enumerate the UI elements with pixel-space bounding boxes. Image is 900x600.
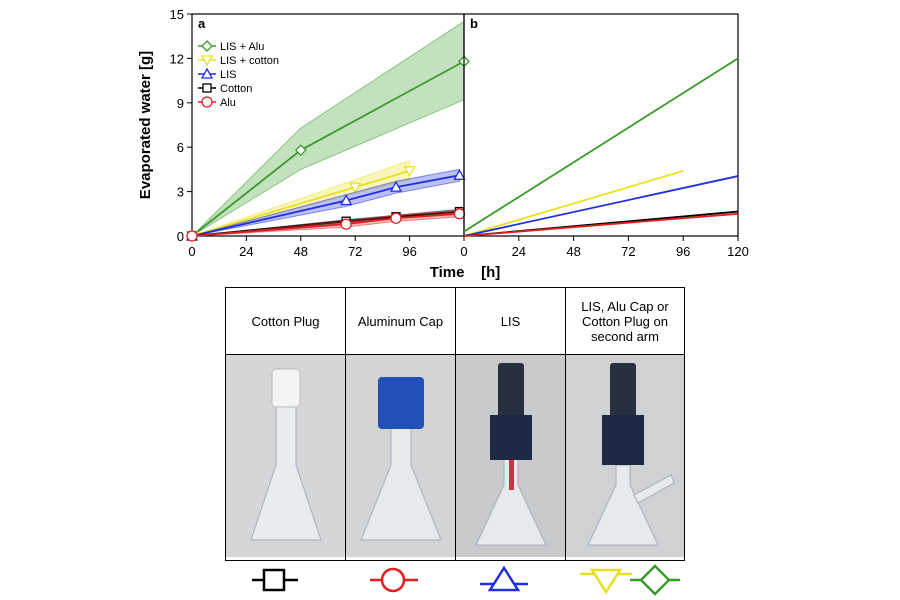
marker	[200, 67, 214, 79]
legend-label: LIS	[220, 69, 237, 81]
y-tick-label: 12	[170, 51, 184, 66]
series-line	[191, 212, 460, 237]
marker	[294, 144, 307, 157]
marker	[349, 182, 362, 194]
x-tick-label: 24	[239, 244, 253, 259]
x-tick-label: 72	[621, 244, 635, 259]
icon-diamond	[639, 564, 671, 596]
series-line	[463, 212, 739, 237]
marker	[201, 40, 213, 52]
header-cell: LIS	[455, 287, 566, 355]
marker	[202, 83, 212, 93]
photo	[226, 355, 345, 557]
x-tick-label: 0	[460, 244, 467, 259]
photo-cell	[225, 354, 346, 561]
x-tick-label: 0	[188, 244, 195, 259]
x-tick-label: 48	[566, 244, 580, 259]
y-tick-label: 3	[177, 185, 184, 200]
icon-triangle-down	[589, 568, 623, 595]
y-tick-label: 15	[170, 7, 184, 22]
photo-cell	[455, 354, 566, 561]
legend-icons	[252, 564, 680, 596]
marker	[186, 230, 198, 242]
photo-cell	[345, 354, 456, 561]
marker	[389, 180, 403, 192]
y-tick-label: 0	[177, 229, 184, 244]
marker	[201, 96, 213, 108]
photo	[456, 355, 565, 557]
series-line	[463, 57, 739, 233]
marker	[340, 218, 352, 230]
marker	[200, 55, 214, 67]
y-tick-label: 6	[177, 140, 184, 155]
series-line	[463, 170, 684, 237]
marker	[340, 194, 353, 206]
legend-label: LIS + Alu	[220, 41, 264, 53]
y-tick-label: 9	[177, 96, 184, 111]
photo	[566, 355, 684, 557]
plot-frame	[463, 13, 739, 237]
series-line	[463, 175, 739, 237]
x-tick-label: 48	[294, 244, 308, 259]
icon-square	[262, 568, 286, 592]
panel-label: b	[470, 16, 478, 31]
photo	[346, 355, 455, 557]
flask-table: Cotton Plug Aluminum Cap LIS LIS, Alu Ca…	[225, 287, 685, 561]
legend-label: Alu	[220, 97, 236, 109]
marker	[403, 166, 416, 178]
header-cell: Cotton Plug	[225, 287, 346, 355]
y-axis-label: Evaporated water [g]	[137, 51, 154, 199]
x-tick-label: 120	[727, 244, 749, 259]
marker	[453, 208, 466, 220]
x-tick-label: 24	[512, 244, 526, 259]
marker	[453, 168, 466, 180]
icon-circle	[380, 567, 406, 593]
legend-label: Cotton	[220, 83, 252, 95]
chart: Evaporated water [g] Time [h] a0 24 48 72 96…	[137, 7, 749, 281]
marker	[390, 212, 402, 224]
panel-label: a	[198, 16, 206, 31]
x-tick-label: 72	[348, 244, 362, 259]
x-tick-label: 96	[402, 244, 416, 259]
x-tick-label: 96	[676, 244, 690, 259]
header-cell: Aluminum Cap	[345, 287, 456, 355]
header-cell: LIS, Alu Cap or Cotton Plug on second ar…	[565, 287, 685, 355]
legend-label: LIS + cotton	[220, 55, 279, 67]
series-line	[191, 174, 460, 237]
icon-triangle	[487, 565, 521, 592]
photo-cell	[565, 354, 685, 561]
x-axis-label: Time [h]	[430, 264, 501, 281]
